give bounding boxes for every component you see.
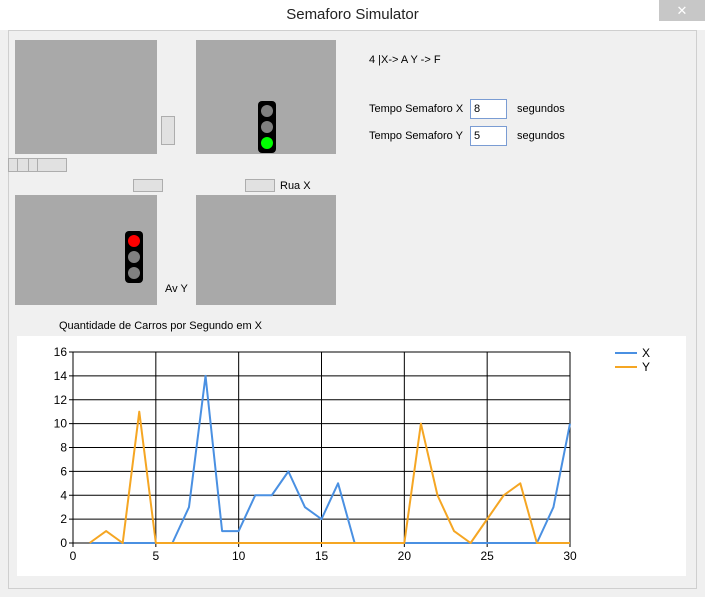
x-tick-label: 5 xyxy=(152,549,159,563)
series-line-x xyxy=(89,374,571,544)
y-tick-label: 16 xyxy=(54,345,68,359)
series-line-y xyxy=(88,410,570,544)
y-tick-label: 0 xyxy=(60,536,67,550)
street-label-x: Rua X xyxy=(280,180,311,192)
chart-area: 0 2 4 6 8 10 12 14 16 0 5 10 15 20 25 30 X Y xyxy=(17,336,686,576)
field-y-unit: segundos xyxy=(517,130,565,142)
traffic-light-x-top-lamp xyxy=(261,105,273,117)
close-button[interactable]: ✕ xyxy=(659,0,705,21)
title-bar: Semaforo Simulator ✕ xyxy=(0,0,705,30)
car-block-4[interactable] xyxy=(37,158,67,172)
tempo-x-input[interactable] xyxy=(470,99,507,119)
x-tick-label: 20 xyxy=(398,549,412,563)
field-x-unit: segundos xyxy=(517,103,565,115)
traffic-light-y-bottom-lamp xyxy=(128,267,140,279)
traffic-light-y xyxy=(125,231,143,283)
y-tick-label: 12 xyxy=(54,393,68,407)
traffic-light-y-red-lamp xyxy=(128,235,140,247)
panel-top-left xyxy=(15,40,157,154)
road-button-left[interactable] xyxy=(133,179,163,192)
y-tick-label: 10 xyxy=(54,417,68,431)
field-y-label: Tempo Semaforo Y xyxy=(369,130,463,142)
x-tick-label: 10 xyxy=(232,549,246,563)
tempo-y-input[interactable] xyxy=(470,126,507,146)
street-label-y: Av Y xyxy=(165,283,188,295)
x-tick-label: 30 xyxy=(563,549,577,563)
x-tick-label: 25 xyxy=(480,549,494,563)
status-text: 4 |X-> A Y -> F xyxy=(369,54,441,66)
traffic-light-x xyxy=(258,101,276,153)
line-chart: 0 2 4 6 8 10 12 14 16 0 5 10 15 20 25 30 XY xyxy=(54,345,650,563)
traffic-light-x-middle-lamp xyxy=(261,121,273,133)
y-tick-label: 14 xyxy=(54,369,68,383)
x-tick-label: 0 xyxy=(70,549,77,563)
y-tick-label: 4 xyxy=(60,488,67,502)
legend-label-y: Y xyxy=(642,360,650,374)
y-tick-label: 8 xyxy=(60,441,67,455)
y-tick-label: 6 xyxy=(60,464,67,478)
x-tick-label: 15 xyxy=(315,549,329,563)
traffic-light-x-green-lamp xyxy=(261,137,273,149)
y-tick-label: 2 xyxy=(60,512,67,526)
traffic-light-y-middle-lamp xyxy=(128,251,140,263)
chart-title: Quantidade de Carros por Segundo em X xyxy=(59,320,263,332)
panel-bottom-right xyxy=(196,195,336,305)
road-button-right[interactable] xyxy=(245,179,275,192)
car-block-vertical[interactable] xyxy=(161,116,175,145)
field-x-label: Tempo Semaforo X xyxy=(369,103,464,115)
window-title: Semaforo Simulator xyxy=(286,6,419,23)
legend-label-x: X xyxy=(642,346,650,360)
